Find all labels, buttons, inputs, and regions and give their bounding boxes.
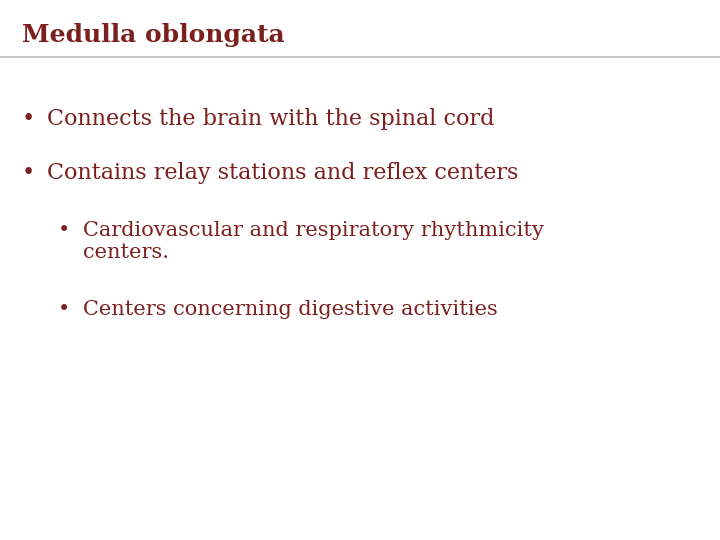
Text: Connects the brain with the spinal cord: Connects the brain with the spinal cord	[47, 108, 495, 130]
Text: Medulla oblongata: Medulla oblongata	[22, 23, 284, 47]
Text: Contains relay stations and reflex centers: Contains relay stations and reflex cente…	[47, 162, 518, 184]
Text: Centers concerning digestive activities: Centers concerning digestive activities	[83, 300, 498, 319]
Text: •: •	[22, 108, 35, 130]
Text: •: •	[58, 221, 70, 240]
Text: •: •	[58, 300, 70, 319]
Text: •: •	[22, 162, 35, 184]
Text: Cardiovascular and respiratory rhythmicity
centers.: Cardiovascular and respiratory rhythmici…	[83, 221, 544, 262]
